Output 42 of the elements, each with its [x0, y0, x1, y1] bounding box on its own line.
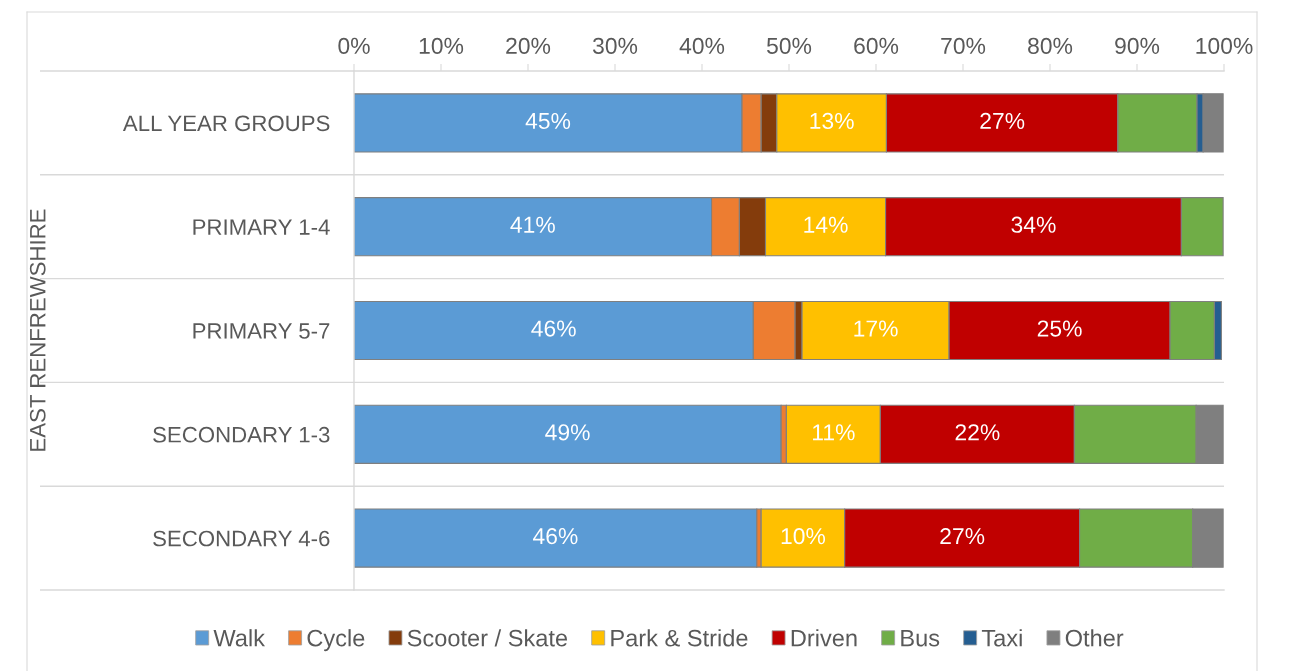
y-tick-label: SECONDARY 4-6 — [153, 530, 330, 547]
legend-label: Driven — [791, 629, 857, 647]
data-label: 17% — [854, 320, 898, 337]
y-tick-label: PRIMARY 1-4 — [193, 219, 330, 235]
data-label: 22% — [955, 424, 1000, 441]
data-label: 45% — [525, 112, 571, 130]
data-label: 34% — [1011, 216, 1056, 233]
y-axis-title: EAST RENFREWSHIRE — [29, 209, 46, 451]
data-label: 27% — [940, 528, 985, 545]
bar — [354, 404, 782, 464]
data-label: 49% — [545, 424, 590, 441]
data-label: 25% — [1037, 320, 1082, 337]
data-label: 27% — [980, 112, 1025, 129]
x-tick-label: 50% — [766, 37, 812, 54]
legend-label: Scooter / Skate — [407, 629, 568, 647]
legend-label: Other — [1065, 629, 1124, 647]
data-label: 46% — [531, 320, 576, 337]
legend-label: Bus — [901, 630, 940, 647]
x-tick-label: 20% — [506, 37, 551, 54]
data-label: 10% — [781, 528, 826, 545]
data-label: 13% — [810, 112, 854, 130]
y-tick-label: ALL YEAR GROUPS — [122, 115, 330, 132]
data-label: 41% — [510, 216, 555, 233]
legend-label: Taxi — [981, 629, 1022, 647]
x-tick-label: 100% — [1196, 37, 1253, 54]
bar — [354, 508, 758, 568]
y-tick-label: PRIMARY 5-7 — [193, 323, 330, 339]
x-tick-label: 60% — [854, 37, 899, 54]
x-tick-label: 40% — [679, 37, 725, 54]
data-label: 14% — [804, 216, 848, 233]
legend-label: Walk — [213, 629, 266, 647]
y-tick-label: SECONDARY 1-3 — [153, 426, 330, 443]
data-label: 46% — [533, 528, 578, 545]
x-tick-label: 10% — [419, 37, 464, 54]
legend-label: Park & Stride — [611, 629, 748, 647]
x-tick-label: 90% — [1115, 37, 1160, 54]
x-tick-label: 80% — [1028, 37, 1073, 54]
data-label: 11% — [813, 424, 855, 441]
x-tick-label: 30% — [592, 37, 638, 54]
x-tick-label: 70% — [941, 37, 986, 54]
x-tick-label: 0% — [338, 37, 370, 54]
legend-label: Cycle — [307, 629, 365, 652]
